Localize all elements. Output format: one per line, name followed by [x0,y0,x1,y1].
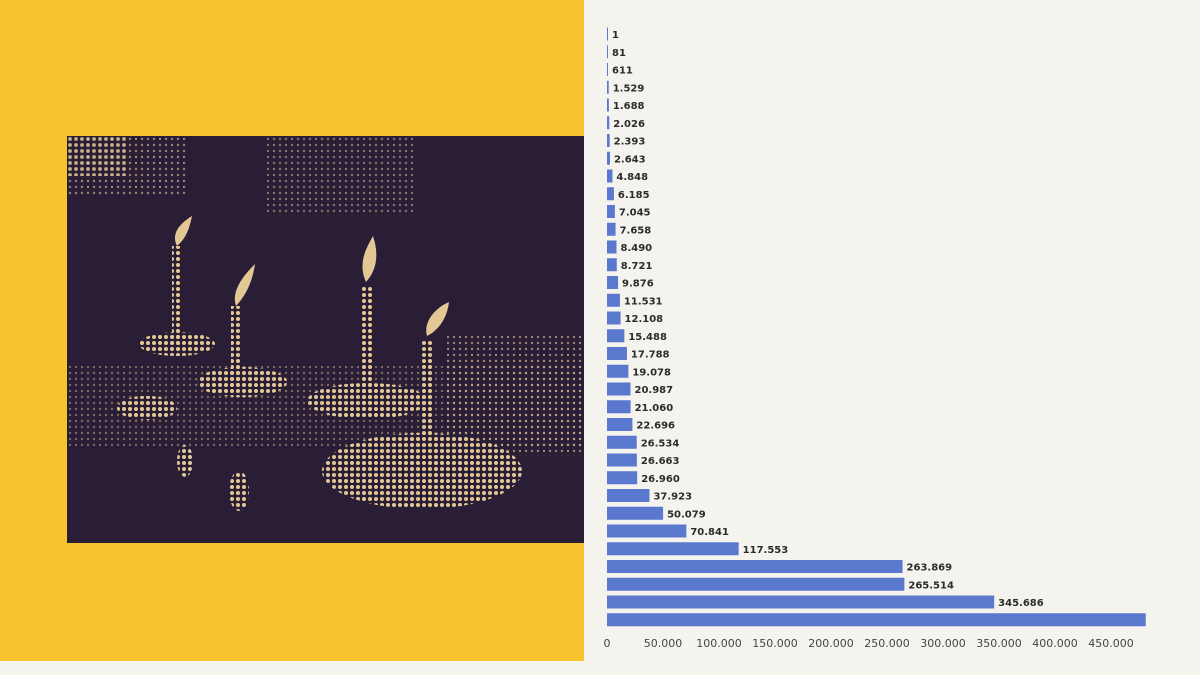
candles-illustration [67,136,584,543]
x-tick-label-2: 100.000 [696,637,742,650]
bar-label-12: 8.490 [621,243,653,254]
bar-label-25: 26.960 [641,474,680,485]
candles-photo [67,136,584,543]
x-tick-label-3: 150.000 [752,637,798,650]
bar-14 [607,276,619,289]
bar-label-23: 26.534 [641,438,680,449]
bar-label-31: 265.514 [908,580,954,591]
bar-label-30: 263.869 [907,563,953,574]
x-tick-label-0: 0 [604,637,611,650]
x-tick-label-4: 200.000 [808,637,854,650]
bar-24 [607,453,637,467]
bar-17 [607,329,625,343]
x-tick-label-8: 400.000 [1032,637,1078,650]
bar-label-29: 117.553 [743,545,789,556]
bar-label-5: 2.026 [613,119,645,130]
bar-3 [607,80,609,94]
bar-label-9: 6.185 [618,190,650,201]
x-tick-label-1: 50.000 [644,637,683,650]
bar-5 [607,116,610,130]
bar-8 [607,169,613,183]
bar-label-0: 1 [612,30,619,41]
bar-18 [607,347,627,360]
bar-21 [607,400,631,414]
bar-12 [607,240,617,254]
bar-19 [607,364,629,378]
bar-label-11: 7.658 [620,225,652,236]
bar-15 [607,293,620,307]
bar-label-24: 26.663 [641,456,680,467]
bar-29 [607,542,739,556]
bar-26 [607,489,650,502]
bar-label-3: 1.529 [613,83,645,94]
bar-label-28: 70.841 [690,527,729,538]
bar-1 [607,45,608,59]
bar-label-14: 9.876 [622,279,654,290]
bar-27 [607,506,664,520]
bar-33 [607,613,1146,627]
bar-label-19: 19.078 [632,367,671,378]
x-tick-label-5: 250.000 [864,637,910,650]
bar-label-16: 12.108 [625,314,664,325]
bar-9 [607,187,614,201]
bar-11 [607,222,616,236]
x-tick-label-9: 450.000 [1088,637,1134,650]
bar-22 [607,418,633,431]
bar-label-13: 8.721 [621,261,653,272]
bar-label-22: 22.696 [636,421,675,432]
bar-0 [607,27,608,41]
bar-label-32: 345.686 [998,598,1044,609]
bar-10 [607,205,615,218]
bar-label-18: 17.788 [631,350,670,361]
left-panel [0,0,584,661]
bar-label-10: 7.045 [619,208,651,219]
bar-31 [607,577,905,591]
bar-label-26: 37.923 [653,492,692,503]
bar-label-15: 11.531 [624,296,663,307]
bar-label-21: 21.060 [635,403,674,414]
bar-2 [607,63,608,76]
bar-label-2: 611 [612,66,633,77]
bar-label-4: 1.688 [613,101,645,112]
bar-label-27: 50.079 [667,509,706,520]
bar-25 [607,471,638,485]
bar-label-1: 81 [612,48,626,59]
bar-chart: 1 81 611 1.529 1.688 2.026 2.393 2.643 4.848 6.18… [584,0,1200,675]
bar-label-20: 20.987 [635,385,674,396]
bar-label-7: 2.643 [614,154,646,165]
bar-7 [607,151,610,165]
bar-30 [607,560,903,573]
bar-13 [607,258,617,272]
x-tick-label-6: 300.000 [920,637,966,650]
bar-label-17: 15.488 [628,332,667,343]
bar-20 [607,382,631,396]
bar-6 [607,134,610,147]
bar-23 [607,435,637,449]
bar-32 [607,595,995,609]
bar-label-6: 2.393 [614,137,646,148]
bar-label-8: 4.848 [616,172,648,183]
bar-chart-svg: 1 81 611 1.529 1.688 2.026 2.393 2.643 4.848 6.18… [604,27,1146,650]
bar-4 [607,98,609,112]
x-tick-label-7: 350.000 [976,637,1022,650]
bar-16 [607,311,621,325]
bar-28 [607,524,687,538]
